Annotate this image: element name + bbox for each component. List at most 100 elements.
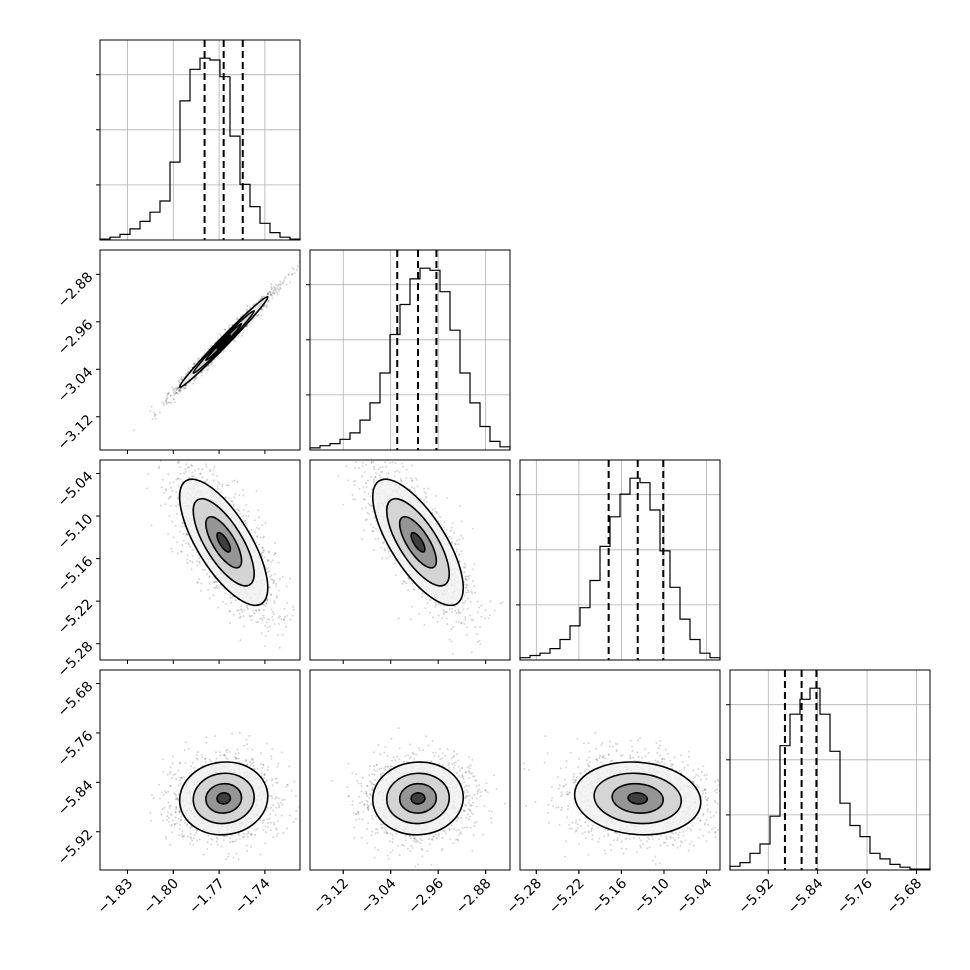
sample-point (177, 484, 180, 487)
sample-point (450, 628, 453, 630)
sample-point (208, 576, 211, 579)
sample-point (354, 466, 357, 469)
sample-point (274, 552, 276, 555)
sample-point (435, 511, 438, 514)
sample-point (385, 472, 388, 475)
sample-point (176, 386, 179, 389)
sample-point (187, 476, 190, 479)
sample-point (442, 609, 445, 612)
sample-point (450, 640, 453, 643)
sample-point (374, 538, 377, 541)
sample-point (214, 581, 216, 584)
sample-point (187, 543, 190, 546)
sample-point (365, 482, 367, 484)
sample-point (176, 477, 179, 480)
sample-point (250, 757, 253, 760)
sample-point (252, 304, 254, 307)
sample-point (282, 281, 285, 284)
sample-point (242, 515, 245, 517)
sample-point (172, 536, 175, 539)
sample-point (194, 469, 197, 472)
sample-point (364, 506, 367, 509)
sample-point (173, 398, 175, 401)
sample-point (433, 507, 436, 510)
sample-point (372, 465, 375, 468)
sample-point (268, 551, 271, 554)
sample-point (179, 390, 182, 393)
sample-point (271, 559, 274, 562)
scatter-panel-1-2 (99, 249, 307, 451)
sample-point (260, 632, 263, 635)
sample-point (263, 556, 266, 559)
sample-point (205, 480, 208, 483)
sample-point (233, 496, 236, 499)
sample-point (233, 613, 236, 616)
sample-point (238, 837, 241, 840)
sample-point (177, 380, 180, 383)
sample-point (261, 309, 264, 312)
sample-point (178, 389, 181, 392)
sample-point (261, 296, 263, 299)
sample-point (424, 607, 427, 610)
histogram-panel-4 (726, 669, 931, 871)
sample-point (195, 377, 198, 380)
histogram-step (99, 57, 301, 240)
sample-point (274, 286, 276, 289)
sample-point (284, 275, 287, 278)
sample-point (180, 458, 182, 460)
sample-point (270, 593, 273, 596)
sample-point (172, 389, 175, 392)
sample-point (246, 606, 249, 609)
sample-point (248, 614, 251, 617)
sample-point (216, 487, 219, 490)
sample-point (185, 463, 188, 466)
sample-point (175, 388, 178, 391)
sample-point (278, 646, 281, 649)
sample-point (269, 813, 272, 815)
sample-point (261, 546, 264, 549)
sample-point (174, 452, 176, 454)
sample-point (199, 473, 202, 475)
sample-point (371, 530, 374, 532)
sample-point (471, 527, 474, 530)
sample-point (178, 465, 181, 468)
sample-point (278, 589, 281, 592)
sample-point (179, 762, 182, 765)
sample-point (464, 578, 467, 581)
sample-point (281, 633, 284, 636)
sample-point (372, 481, 375, 484)
sample-point (289, 281, 291, 284)
sample-point (200, 582, 203, 585)
sample-point (210, 760, 213, 763)
sample-point (443, 521, 446, 524)
sample-point (165, 399, 168, 401)
sample-point (180, 378, 183, 381)
sample-point (373, 516, 376, 519)
sample-point (305, 257, 307, 259)
sample-point (413, 589, 416, 592)
sample-point (413, 487, 416, 490)
sample-point (240, 605, 243, 608)
sample-point (279, 578, 281, 581)
sample-point (197, 357, 200, 360)
sample-point (391, 461, 394, 464)
sample-point (425, 501, 428, 504)
sample-point (449, 535, 452, 538)
sample-point (367, 479, 370, 482)
sample-point (455, 612, 458, 614)
sample-point (367, 512, 370, 515)
sample-point (381, 466, 384, 469)
sample-point (484, 617, 486, 620)
sample-point (416, 479, 419, 481)
sample-point (268, 618, 271, 621)
sample-point (166, 401, 169, 404)
sample-point (386, 547, 389, 550)
sample-point (176, 387, 179, 390)
sample-point (465, 626, 468, 629)
sample-point (267, 821, 269, 824)
sample-point (363, 491, 366, 494)
sample-point (251, 614, 253, 617)
sample-point (174, 390, 177, 393)
sample-point (207, 588, 210, 591)
sample-point (227, 852, 230, 855)
